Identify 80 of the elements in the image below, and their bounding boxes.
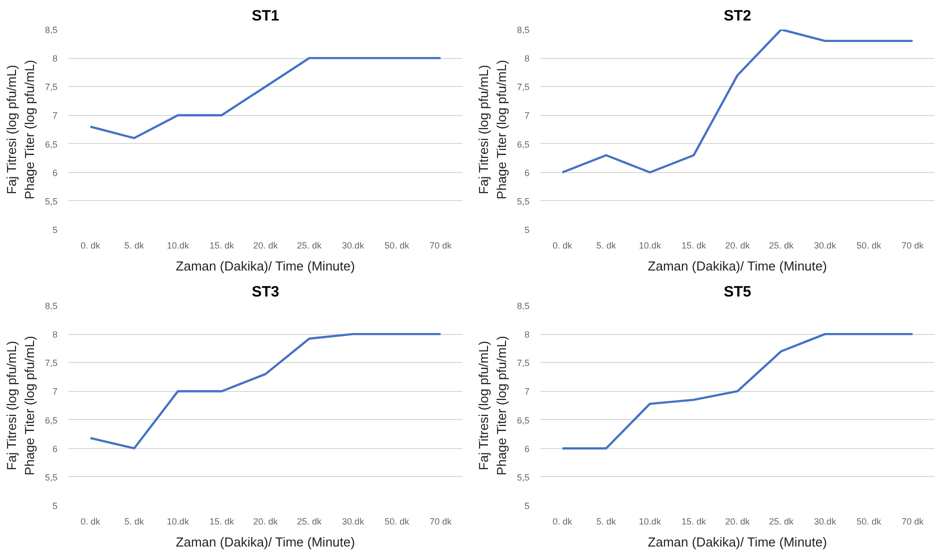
y-tick-label: 5,5 bbox=[516, 196, 530, 206]
x-axis-title: Zaman (Dakika)/ Time (Minute) bbox=[176, 258, 355, 274]
y-tick-label: 7,5 bbox=[516, 82, 530, 92]
chart-title: ST3 bbox=[252, 284, 280, 300]
y-axis-title: Faj Titresi (log pfu/mL) Phage Titer (log pfu/mL) bbox=[476, 336, 509, 476]
x-axis-title: Zaman (Dakika)/ Time (Minute) bbox=[648, 258, 827, 274]
y-tick-label: 5 bbox=[52, 225, 58, 235]
chart-title: ST2 bbox=[724, 8, 752, 24]
x-tick-label: 20. dk bbox=[725, 240, 750, 250]
y-tick-label: 5 bbox=[52, 501, 58, 511]
y-tick-label: 8 bbox=[52, 54, 58, 64]
y-tick-label: 6,5 bbox=[44, 139, 58, 150]
x-tick-label: 10.dk bbox=[166, 516, 190, 526]
x-tick-label: 15. dk bbox=[681, 240, 706, 250]
x-tick-label: 25. dk bbox=[769, 240, 794, 250]
x-tick-label: 25. dk bbox=[297, 240, 322, 250]
y-tick-label: 6,5 bbox=[516, 139, 530, 150]
x-tick-label: 20. dk bbox=[725, 516, 750, 526]
y-tick-label: 7 bbox=[524, 110, 530, 121]
x-tick-label: 70 dk bbox=[902, 240, 924, 250]
y-tick-label: 5 bbox=[524, 501, 530, 511]
x-tick-label: 30.dk bbox=[814, 240, 837, 250]
x-tick-label: 15. dk bbox=[681, 516, 706, 526]
x-axis-title: Zaman (Dakika)/ Time (Minute) bbox=[176, 534, 355, 550]
y-axis-title: Faj Titresi (log pfu/mL) Phage Titer (log pfu/mL) bbox=[476, 60, 509, 200]
y-tick-label: 7 bbox=[52, 110, 58, 121]
y-tick-label: 8 bbox=[524, 330, 530, 340]
x-tick-label: 0. dk bbox=[80, 516, 101, 526]
y-tick-label: 7,5 bbox=[44, 358, 58, 368]
y-tick-label: 6,5 bbox=[516, 415, 530, 426]
y-tick-label: 8,5 bbox=[44, 301, 58, 311]
x-tick-label: 70 dk bbox=[902, 516, 924, 526]
x-tick-label: 50. dk bbox=[856, 516, 882, 526]
x-tick-label: 10.dk bbox=[166, 240, 190, 250]
y-tick-label: 8,5 bbox=[44, 25, 58, 35]
y-tick-label: 6,5 bbox=[44, 415, 58, 426]
x-tick-label: 50. dk bbox=[384, 240, 410, 250]
y-tick-label: 7,5 bbox=[44, 82, 58, 92]
x-tick-label: 20. dk bbox=[253, 240, 278, 250]
x-tick-label: 0. dk bbox=[552, 240, 573, 250]
y-axis-title: Faj Titresi (log pfu/mL) Phage Titer (log pfu/mL) bbox=[4, 336, 37, 476]
x-tick-label: 15. dk bbox=[209, 516, 234, 526]
y-tick-label: 8 bbox=[52, 330, 58, 340]
x-tick-label: 5. dk bbox=[596, 240, 616, 250]
x-tick-label: 0. dk bbox=[80, 240, 101, 250]
x-tick-label: 10.dk bbox=[638, 516, 662, 526]
x-tick-label: 10.dk bbox=[638, 240, 662, 250]
y-axis-title: Faj Titresi (log pfu/mL) Phage Titer (log pfu/mL) bbox=[4, 60, 37, 200]
y-tick-label: 8,5 bbox=[516, 25, 530, 35]
x-tick-label: 30.dk bbox=[342, 240, 365, 250]
y-tick-label: 6 bbox=[52, 444, 58, 454]
y-tick-label: 6 bbox=[524, 168, 530, 178]
x-tick-label: 50. dk bbox=[856, 240, 882, 250]
x-tick-label: 30.dk bbox=[342, 516, 365, 526]
x-tick-label: 15. dk bbox=[209, 240, 234, 250]
x-tick-label: 0. dk bbox=[552, 516, 573, 526]
x-tick-label: 70 dk bbox=[430, 516, 452, 526]
x-tick-label: 30.dk bbox=[814, 516, 837, 526]
y-tick-label: 7 bbox=[52, 386, 58, 397]
y-tick-label: 7 bbox=[524, 386, 530, 397]
x-tick-label: 25. dk bbox=[769, 516, 794, 526]
x-tick-label: 5. dk bbox=[596, 516, 616, 526]
x-axis-title: Zaman (Dakika)/ Time (Minute) bbox=[648, 534, 827, 550]
y-tick-label: 8 bbox=[524, 54, 530, 64]
y-tick-label: 5,5 bbox=[44, 196, 58, 206]
y-tick-label: 6 bbox=[52, 168, 58, 178]
y-tick-label: 5,5 bbox=[44, 472, 58, 482]
x-tick-label: 20. dk bbox=[253, 516, 278, 526]
x-tick-label: 5. dk bbox=[124, 516, 144, 526]
y-tick-label: 6 bbox=[524, 444, 530, 454]
y-tick-label: 8,5 bbox=[516, 301, 530, 311]
chart-title: ST5 bbox=[724, 284, 752, 300]
y-tick-label: 5,5 bbox=[516, 472, 530, 482]
x-tick-label: 5. dk bbox=[124, 240, 144, 250]
chart-title: ST1 bbox=[252, 8, 280, 24]
x-tick-label: 70 dk bbox=[430, 240, 452, 250]
y-tick-label: 7,5 bbox=[516, 358, 530, 368]
y-tick-label: 5 bbox=[524, 225, 530, 235]
x-tick-label: 50. dk bbox=[384, 516, 410, 526]
x-tick-label: 25. dk bbox=[297, 516, 322, 526]
